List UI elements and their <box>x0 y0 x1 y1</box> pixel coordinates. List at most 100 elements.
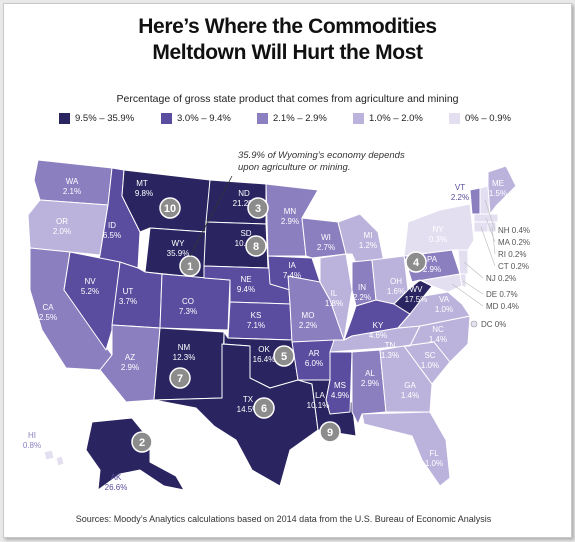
state-value: 2.0% <box>53 227 71 236</box>
state-abbr: AZ <box>125 353 135 362</box>
legend-label: 9.5% – 35.9% <box>75 112 135 124</box>
callout-label: CT 0.2% <box>498 262 529 271</box>
svg-text:6: 6 <box>261 403 267 415</box>
legend-label: 2.1% – 2.9% <box>273 112 327 124</box>
state-value: 2.2% <box>451 193 469 202</box>
state-abbr: VT <box>455 183 465 192</box>
state-value: 12.3% <box>173 353 196 362</box>
callout-label: MA 0.2% <box>498 238 530 247</box>
svg-text:10: 10 <box>164 203 176 215</box>
state-vt <box>469 187 481 215</box>
legend-swatch <box>257 112 268 124</box>
callout-label: NJ 0.2% <box>486 274 516 283</box>
state-abbr: ND <box>238 189 250 198</box>
state-abbr: MT <box>136 179 148 188</box>
state-value: 1.0% <box>425 459 443 468</box>
state-ga <box>379 345 433 413</box>
callout-leader <box>463 261 484 279</box>
annotation-line-2: upon agriculture or mining. <box>238 162 350 173</box>
legend-item: 0% – 0.9% <box>449 111 511 125</box>
svg-text:3: 3 <box>255 203 261 215</box>
rank-marker: 6 <box>253 397 275 419</box>
state-value: 1.8% <box>325 299 343 308</box>
rank-marker: 10 <box>159 197 181 219</box>
state-value: 1.5% <box>489 189 507 198</box>
legend-label: 1.0% – 2.0% <box>369 112 423 124</box>
rank-marker: 2 <box>131 431 153 453</box>
state-co <box>159 273 231 331</box>
state-abbr: KS <box>251 311 262 320</box>
state-value: 2.9% <box>121 363 139 372</box>
state-abbr: WY <box>172 239 186 248</box>
dc-marker <box>470 320 478 328</box>
source-note: Sources: Moody’s Analytics calculations … <box>75 514 492 524</box>
state-abbr: TX <box>243 395 254 404</box>
callout-label: RI 0.2% <box>498 250 526 259</box>
rank-marker: 5 <box>273 345 295 367</box>
state-nv <box>63 251 121 351</box>
title-line-2: Meltdown Will Hurt the Most <box>152 41 423 64</box>
state-abbr: KY <box>373 321 384 330</box>
page-title: Here’s Where the Commodities Meltdown Wi… <box>4 14 571 66</box>
state-abbr: AL <box>365 369 375 378</box>
legend-swatch <box>161 112 172 124</box>
legend-item: 2.1% – 2.9% <box>257 111 327 125</box>
state-value: 2.9% <box>361 379 379 388</box>
title-line-1: Here’s Where the Commodities <box>138 15 437 38</box>
state-value: 2.9% <box>423 265 441 274</box>
state-ak <box>85 417 185 491</box>
svg-text:9: 9 <box>327 427 333 439</box>
state-value: 4.9% <box>331 391 349 400</box>
rank-marker: 7 <box>169 367 191 389</box>
state-abbr: NE <box>240 275 251 284</box>
state-value: 2.7% <box>317 243 335 252</box>
callout-label: MD 0.4% <box>486 302 519 311</box>
svg-text:5: 5 <box>281 351 287 363</box>
state-abbr: OH <box>390 277 402 286</box>
state-abbr: LA <box>315 391 325 400</box>
svg-text:1: 1 <box>187 261 193 273</box>
legend-swatch <box>353 112 364 124</box>
state-value: 2.9% <box>281 217 299 226</box>
state-abbr: SC <box>424 351 435 360</box>
callout-leader <box>462 280 484 295</box>
state-value: 6.5% <box>103 231 121 240</box>
rank-marker: 3 <box>247 197 269 219</box>
state-abbr: IL <box>331 289 338 298</box>
state-value: 1.4% <box>401 391 419 400</box>
state-abbr: GA <box>404 381 416 390</box>
state-abbr: WA <box>66 177 79 186</box>
annotation-line-1: 35.9% of Wyoming’s economy depends <box>238 150 405 161</box>
state-value: 1.4% <box>429 335 447 344</box>
svg-text:2: 2 <box>139 437 145 449</box>
state-abbr: NY <box>432 225 444 234</box>
state-value: 7.4% <box>283 271 301 280</box>
state-value: 1.6% <box>387 287 405 296</box>
state-abbr: MO <box>302 311 315 320</box>
state-value: 4.6% <box>369 331 387 340</box>
callout-leader <box>451 283 484 307</box>
state-value: 21.2% <box>233 199 256 208</box>
state-hi <box>43 449 65 467</box>
rank-marker: 1 <box>179 255 201 277</box>
state-value: 26.6% <box>105 483 128 492</box>
state-fl <box>361 411 451 487</box>
state-abbr: MS <box>334 381 346 390</box>
state-me <box>487 165 517 215</box>
state-nm <box>153 327 225 401</box>
state-value: 10.1% <box>307 401 330 410</box>
callout-label: DE 0.7% <box>486 290 518 299</box>
state-value: 14.5% <box>237 405 260 414</box>
state-abbr: MN <box>284 207 297 216</box>
legend-label: 0% – 0.9% <box>465 112 511 124</box>
state-value: 0.8% <box>23 441 41 450</box>
state-abbr: WV <box>410 285 424 294</box>
legend-swatch <box>449 112 460 124</box>
state-value: 7.3% <box>179 307 197 316</box>
legend-item: 1.0% – 2.0% <box>353 111 423 125</box>
state-abbr: AK <box>111 473 122 482</box>
legend-label: 3.0% – 9.4% <box>177 112 231 124</box>
callout-leader <box>480 226 496 267</box>
state-abbr: SD <box>240 229 251 238</box>
legend: 9.5% – 35.9% 3.0% – 9.4% 2.1% – 2.9% 1.0… <box>49 111 549 127</box>
